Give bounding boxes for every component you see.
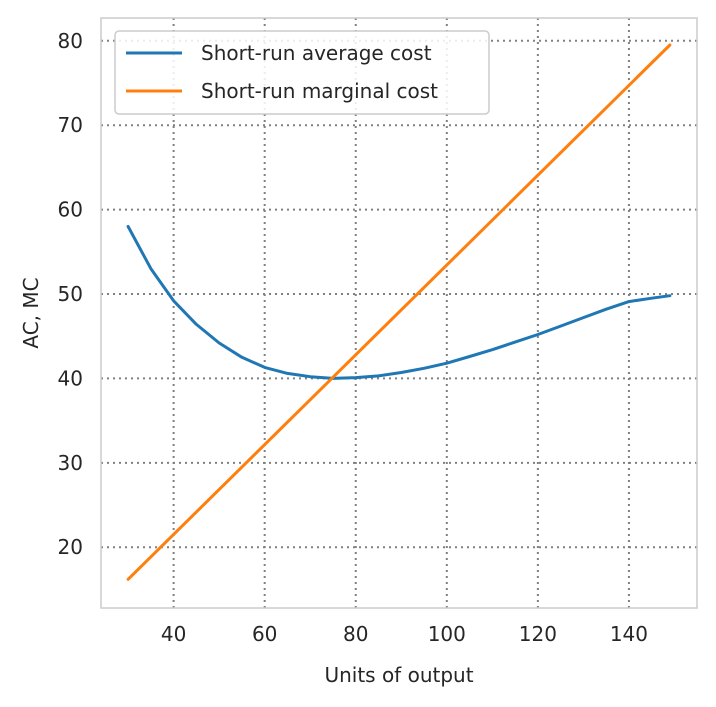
y-tick-label: 70	[58, 113, 83, 137]
legend: Short-run average cost Short-run margina…	[114, 30, 490, 115]
y-tick-label: 80	[58, 29, 83, 53]
x-tick-label: 60	[252, 622, 277, 646]
series-line-marginal-cost	[126, 43, 672, 581]
x-tick-label: 140	[610, 622, 648, 646]
x-tick-label: 120	[519, 622, 557, 646]
y-tick-label: 40	[58, 366, 83, 390]
x-tick-label: 80	[343, 622, 368, 646]
x-tick-label: 40	[161, 622, 186, 646]
series-lines	[126, 43, 672, 581]
y-tick-label: 30	[58, 451, 83, 475]
y-tick-label: 20	[58, 535, 83, 559]
y-axis-label: AC, MC	[19, 277, 43, 348]
x-axis-label: Units of output	[324, 663, 473, 687]
legend-label-marginal-cost: Short-run marginal cost	[201, 79, 438, 103]
grid	[101, 18, 697, 608]
y-tick-labels: 20 30 40 50 60 70 80	[58, 29, 83, 559]
series-line-average-cost	[126, 225, 672, 380]
x-tick-label: 100	[428, 622, 466, 646]
y-tick-label: 60	[58, 198, 83, 222]
x-tick-labels: 40 60 80 100 120 140	[161, 622, 648, 646]
legend-label-average-cost: Short-run average cost	[201, 41, 432, 65]
plot-frame	[100, 17, 698, 609]
y-tick-label: 50	[58, 282, 83, 306]
axes	[100, 17, 698, 609]
legend-box	[114, 30, 490, 115]
